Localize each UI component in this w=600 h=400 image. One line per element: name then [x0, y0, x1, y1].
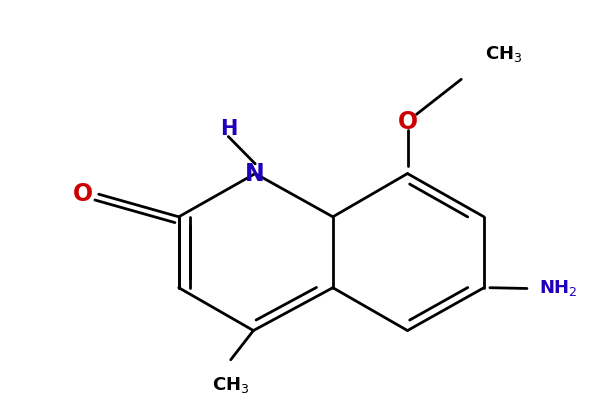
Text: NH$_2$: NH$_2$ [539, 278, 577, 298]
Text: CH$_3$: CH$_3$ [212, 375, 250, 395]
Text: O: O [397, 110, 418, 134]
Text: N: N [245, 162, 265, 186]
Text: O: O [73, 182, 93, 206]
Text: H: H [220, 119, 237, 139]
Text: CH$_3$: CH$_3$ [485, 44, 523, 64]
